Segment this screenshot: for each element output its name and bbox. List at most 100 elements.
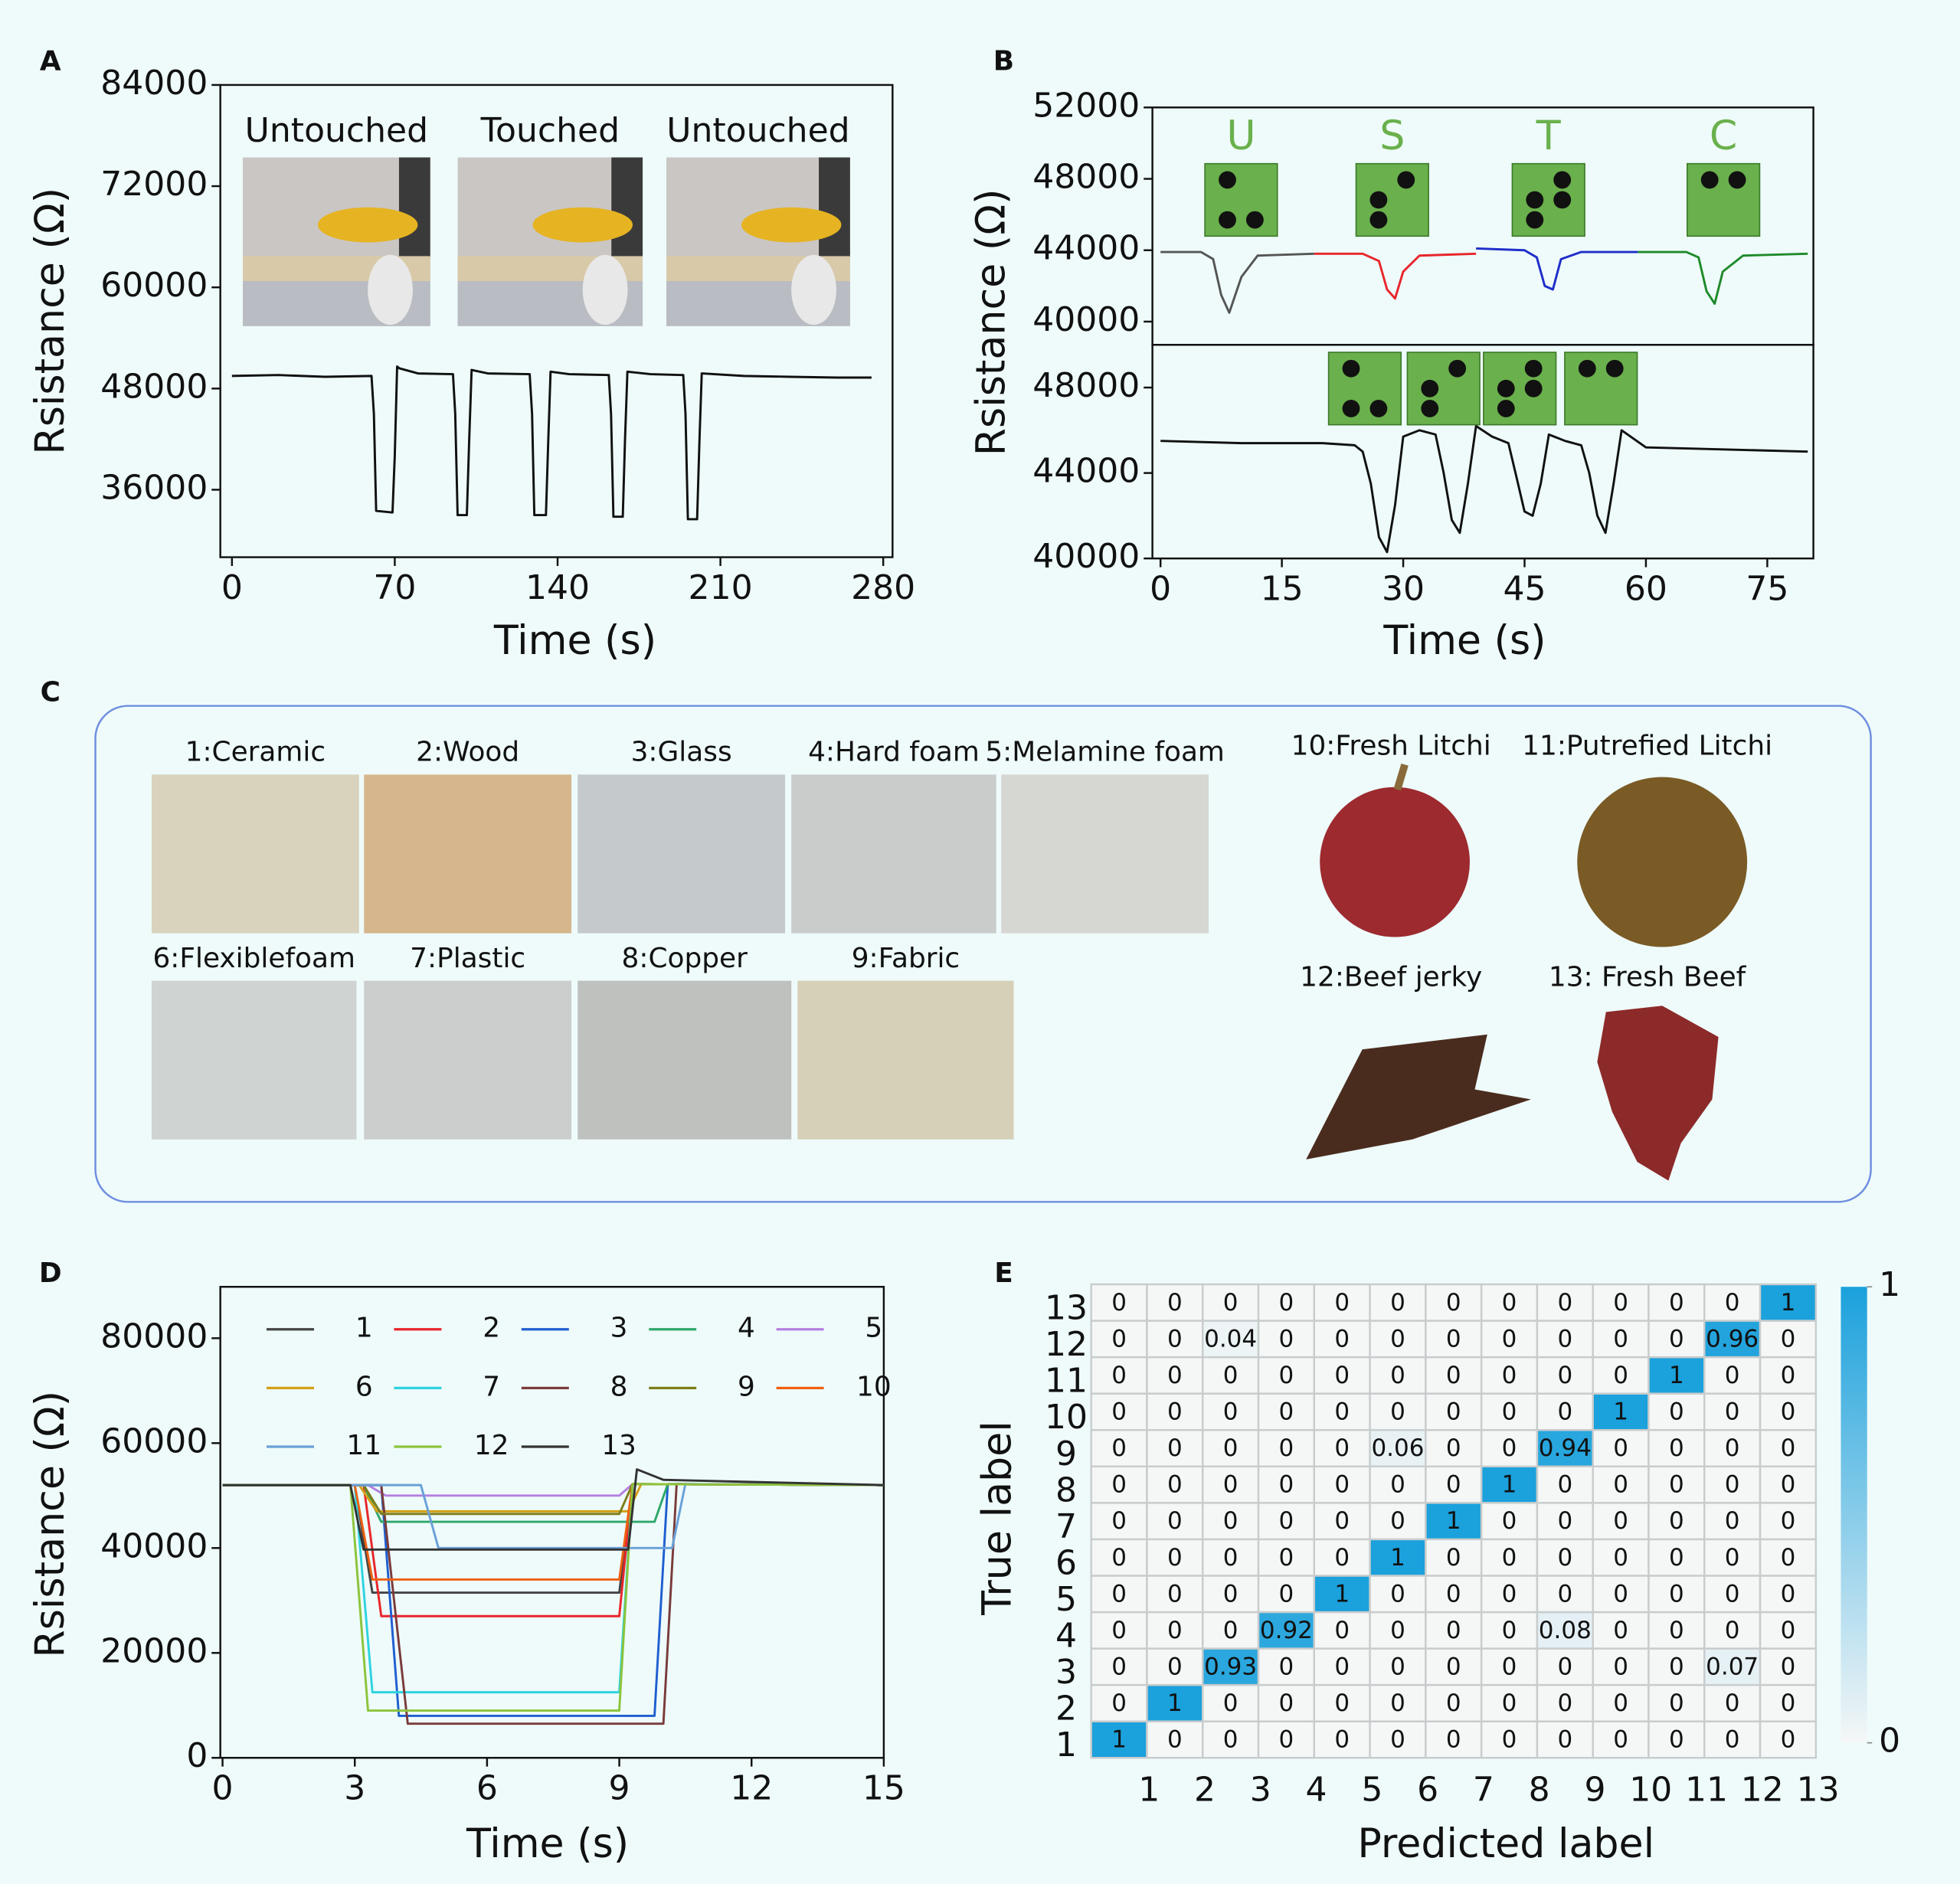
material-tile (797, 980, 1014, 1140)
cell-label: 0.07 (1706, 1653, 1759, 1680)
cell-label: 0 (1111, 1580, 1127, 1608)
cell-label: 0 (1223, 1689, 1238, 1717)
braille-square (1327, 352, 1402, 426)
cell-label: 0 (1167, 1362, 1183, 1389)
y-tick-label: 84000 (100, 64, 208, 103)
material-tile (364, 980, 572, 1140)
braille-cell (1564, 352, 1638, 426)
heatmap-cell (1369, 1356, 1427, 1395)
heatmap-cell (1480, 1283, 1539, 1322)
cell-label: 0 (1223, 1580, 1238, 1608)
heatmap-cell (1703, 1647, 1762, 1686)
material-label: 7:Plastic (410, 943, 525, 974)
cell-label: 0 (1223, 1289, 1238, 1317)
cell-label: 0 (1725, 1434, 1740, 1462)
cell-label: 0 (1390, 1726, 1405, 1754)
heatmap-cell (1648, 1683, 1706, 1722)
material-tile (578, 774, 786, 934)
cell-label: 0.06 (1371, 1434, 1424, 1462)
braille-dot (1497, 400, 1515, 417)
x-tick-label: 8 (1529, 1770, 1550, 1809)
heatmap-cell (1257, 1611, 1316, 1650)
cell-label: 0 (1725, 1289, 1740, 1317)
heatmap-cell (1425, 1320, 1483, 1359)
heatmap-cell (1257, 1465, 1316, 1504)
heatmap-cell (1536, 1647, 1594, 1686)
heatmap-cell (1257, 1575, 1316, 1614)
cell-label: 0 (1111, 1325, 1127, 1352)
cell-label: 0 (1390, 1653, 1405, 1680)
cell-label: 0 (1669, 1507, 1684, 1535)
cell-label: 0 (1557, 1653, 1572, 1680)
heatmap-cell (1313, 1502, 1371, 1541)
x-tick-label: 280 (851, 568, 915, 607)
cell-label: 0 (1167, 1289, 1183, 1317)
cell-label: 0 (1446, 1434, 1461, 1462)
x-tick-label: 75 (1746, 570, 1788, 609)
cell-label: 0 (1669, 1398, 1684, 1426)
heatmap-cell (1536, 1683, 1594, 1722)
x-tick-label: 7 (1473, 1770, 1494, 1809)
braille-cell (1327, 352, 1402, 426)
braille-dot (1553, 171, 1572, 189)
cell-label: 0 (1669, 1653, 1684, 1680)
cell-label: 0 (1613, 1653, 1628, 1680)
y-tick-label: 20000 (100, 1631, 208, 1670)
cell-label: 0 (1334, 1617, 1350, 1644)
cell-label: 0 (1781, 1726, 1796, 1754)
heatmap-cell (1146, 1538, 1204, 1577)
heatmap-cell (1090, 1465, 1148, 1504)
cell-label: 0 (1781, 1653, 1796, 1680)
cell-label: 0 (1669, 1580, 1684, 1608)
cell-label: 0 (1167, 1325, 1183, 1352)
heatmap-cell (1257, 1356, 1316, 1395)
panel-label: C (41, 676, 61, 708)
legend-label: 3 (610, 1313, 628, 1344)
cell-label: 0 (1502, 1507, 1517, 1535)
heatmap-cell (1202, 1502, 1260, 1541)
letter-annotation: T (1536, 113, 1562, 159)
y-axis-title: Rsistance (Ω) (28, 1391, 74, 1658)
heatmap-cell (1703, 1283, 1762, 1322)
heatmap-cell (1536, 1356, 1594, 1395)
cell-label: 0 (1279, 1289, 1294, 1317)
legend-label: 2 (483, 1313, 500, 1344)
legend-label: 8 (610, 1371, 628, 1402)
cell-label: 0 (1111, 1653, 1127, 1680)
x-tick-label: 6 (1417, 1770, 1438, 1809)
heatmap-cell (1313, 1538, 1371, 1577)
cell-label: 0 (1613, 1434, 1628, 1462)
heatmap-cell (1592, 1647, 1650, 1686)
y-tick-label: 44000 (1032, 452, 1140, 491)
x-tick-label: 0 (1150, 570, 1171, 609)
cell-label: 0 (1223, 1544, 1238, 1572)
cell-label: 0 (1279, 1580, 1294, 1608)
plot-frame (1151, 344, 1814, 560)
x-tick-label: 12 (730, 1769, 773, 1808)
cell-label: 0 (1781, 1434, 1796, 1462)
heatmap-cell (1648, 1356, 1706, 1395)
cell-label: 0 (1390, 1580, 1405, 1608)
legend-label: 10 (856, 1371, 892, 1402)
y-tick-label: 2 (1055, 1689, 1077, 1729)
cell-label: 0 (1502, 1325, 1517, 1352)
cell-label: 0 (1111, 1507, 1127, 1535)
cell-label: 1 (1502, 1471, 1517, 1499)
inset-label: Touched (480, 111, 620, 150)
braille-dot (1728, 171, 1746, 189)
heatmap-cell (1648, 1320, 1706, 1359)
heatmap-cell (1090, 1720, 1148, 1759)
inset-label: Untouched (666, 111, 849, 150)
cell-label: 0 (1446, 1689, 1461, 1717)
letter-annotation: C (1710, 113, 1737, 159)
letter-annotation: U (1226, 113, 1255, 159)
cell-label: 0 (1502, 1362, 1517, 1389)
x-tick-label: 10 (1629, 1770, 1672, 1809)
material-label: 1:Ceramic (185, 737, 326, 768)
braille-dot (1369, 211, 1388, 229)
braille-dot (1369, 191, 1388, 209)
heatmap-cell (1536, 1465, 1594, 1504)
photo-finger (532, 207, 633, 243)
y-tick-label: 9 (1055, 1434, 1077, 1474)
